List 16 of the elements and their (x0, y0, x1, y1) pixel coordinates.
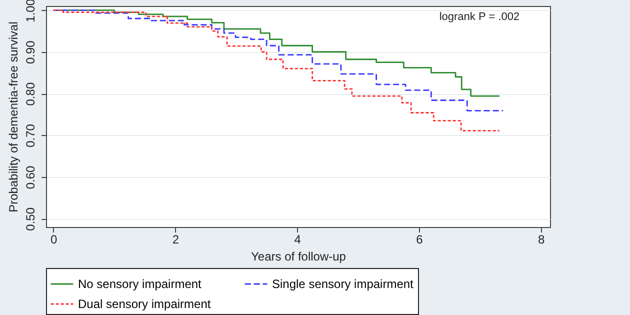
y-axis-title: Probability of dementia-free survival (6, 22, 20, 212)
y-tick-label: 0.50 (24, 207, 38, 231)
x-tick-label: 4 (294, 232, 302, 246)
annotation: logrank P = .002 (439, 11, 520, 24)
y-tick-label: 0.60 (24, 165, 38, 190)
legend-label: Dual sensory impairment (78, 297, 212, 311)
x-tick-label: 0 (50, 232, 58, 246)
y-tick-label: 0.80 (24, 82, 38, 106)
legend-label: Single sensory impairment (272, 277, 414, 291)
y-tick-label: 0.70 (24, 124, 38, 148)
x-tick-label: 8 (538, 232, 546, 246)
y-tick-label: 0.90 (24, 40, 38, 64)
x-axis-title: Years of follow-up (251, 250, 346, 264)
legend-label: No sensory impairment (78, 277, 202, 291)
x-tick-label: 6 (416, 232, 424, 246)
x-tick-label: 2 (172, 232, 180, 246)
